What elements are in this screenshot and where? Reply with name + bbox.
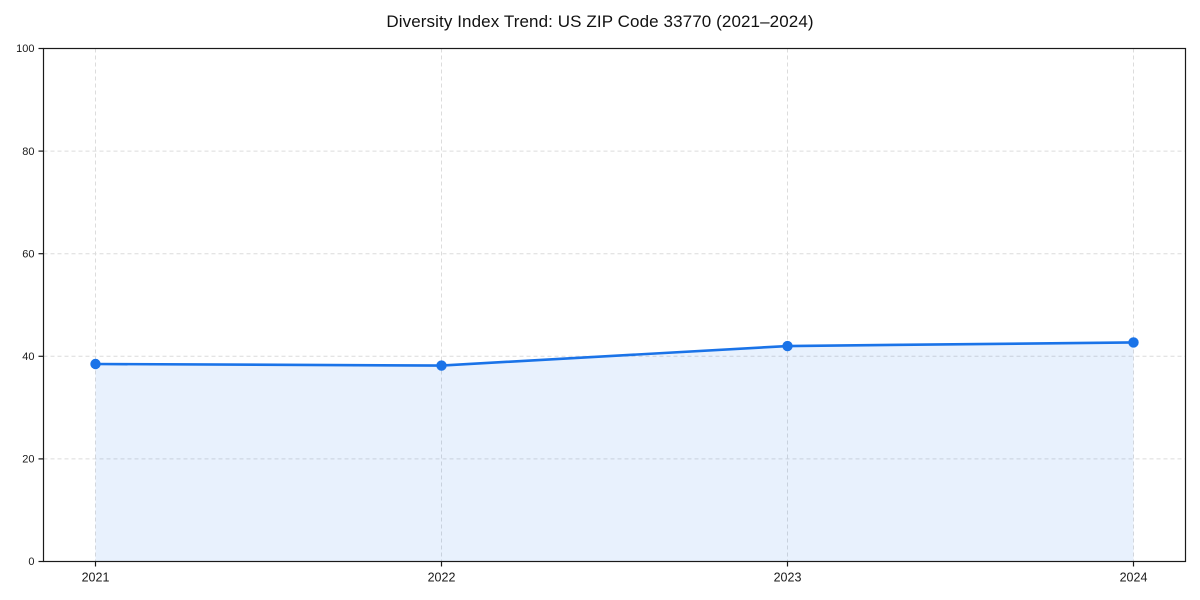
x-tick-label: 2023 [774, 571, 802, 585]
x-tick-label: 2021 [82, 571, 110, 585]
area-fill [95, 342, 1134, 562]
y-tick-label: 40 [22, 351, 34, 363]
x-tick-label: 2022 [428, 571, 456, 585]
data-point [1128, 337, 1139, 348]
y-tick-label: 60 [22, 248, 34, 260]
data-point [436, 360, 447, 371]
trend-line [94, 341, 1135, 367]
x-tick-label: 2024 [1120, 571, 1148, 585]
chart-title: Diversity Index Trend: US ZIP Code 33770… [386, 12, 814, 31]
data-point [90, 358, 101, 370]
data-point [782, 340, 793, 352]
plot-border [42, 47, 1187, 563]
y-tick-label: 0 [28, 556, 34, 568]
y-tick-label: 20 [22, 454, 34, 466]
y-tick-label: 100 [16, 43, 34, 55]
y-tick-label: 80 [22, 146, 34, 158]
